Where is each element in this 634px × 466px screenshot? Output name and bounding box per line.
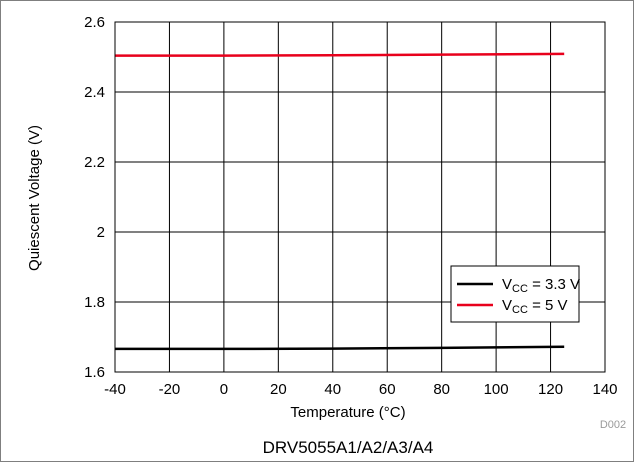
y-tick-label: 2.6 [84,14,105,31]
x-tick-label: 20 [270,381,287,398]
y-tick-labels: 1.6 1.8 2 2.2 2.4 2.6 [84,14,105,381]
x-tick-label: 100 [484,381,509,398]
y-tick-label: 2.4 [84,84,105,101]
figure-caption: DRV5055A1/A2/A3/A4 [263,438,434,457]
x-tick-label: 0 [220,381,228,398]
x-tick-label: 120 [538,381,563,398]
x-axis-label: Temperature (°C) [290,404,405,421]
x-tick-label: -20 [159,381,181,398]
figure-id: D002 [600,419,626,431]
series-line-1 [115,52,565,57]
x-tick-labels: -40 -20 0 20 40 60 80 100 120 140 [104,381,617,398]
legend-entry-1: VCC = 5 V [502,297,568,316]
x-tick-label: 80 [433,381,450,398]
x-tick-label: -40 [104,381,126,398]
legend-entry-0: VCC = 3.3 V [502,276,580,295]
plot-area-border [114,21,606,373]
legend-box [450,265,580,323]
y-tick-label: 2.2 [84,154,105,171]
series-lines [115,52,565,351]
series-line-0 [115,345,565,351]
y-tick-label: 1.6 [84,364,105,381]
y-axis-label: Quiescent Voltage (V) [26,125,43,271]
legend: VCC = 3.3 V VCC = 5 V [450,265,580,323]
x-tick-label: 140 [592,381,617,398]
y-tick-label: 1.8 [84,294,105,311]
y-tick-label: 2 [97,224,105,241]
x-tick-label: 60 [379,381,396,398]
x-tick-label: 40 [324,381,341,398]
